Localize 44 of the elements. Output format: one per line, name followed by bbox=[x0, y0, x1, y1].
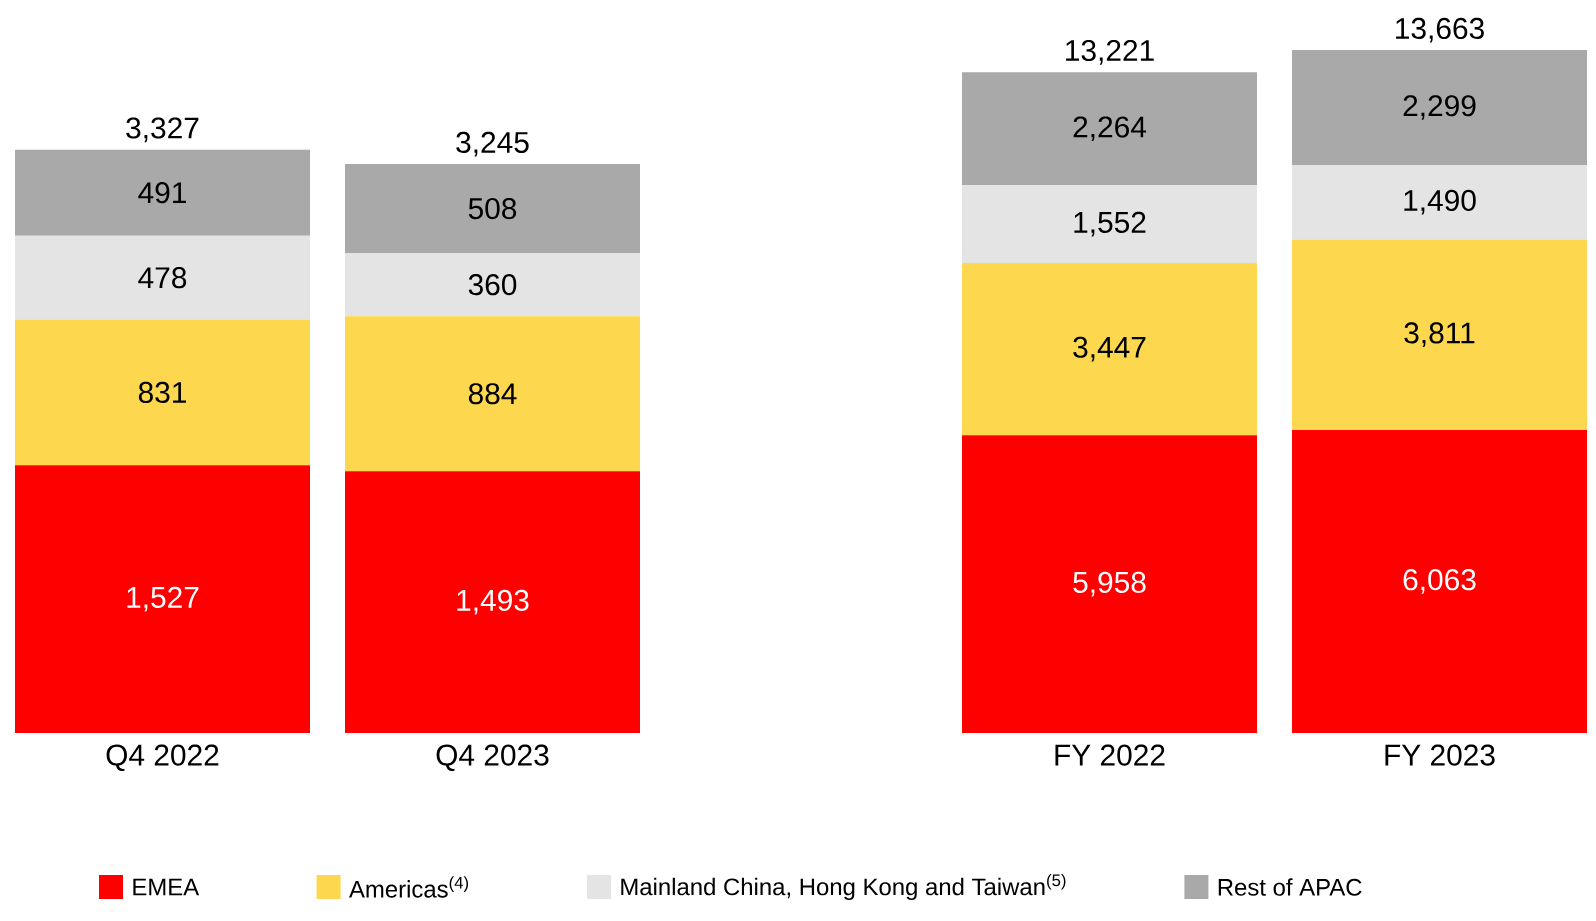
data-label: 360 bbox=[468, 274, 517, 296]
bar bbox=[1292, 429, 1588, 733]
legend-label: Mainland China, Hong Kong and Taiwan$^{(5)}$ bbox=[621, 873, 1066, 901]
data-label: 2,299 bbox=[1403, 95, 1476, 120]
bar bbox=[1292, 239, 1588, 430]
data-label: 3,811 bbox=[1404, 322, 1475, 348]
total-label: 13,663 bbox=[1396, 17, 1484, 43]
x-tick-label: Q4 2023 bbox=[436, 744, 549, 772]
data-label: 491 bbox=[138, 182, 186, 204]
x-tick-label: FY 2023 bbox=[1385, 744, 1495, 766]
bar bbox=[962, 435, 1258, 733]
x-tick-label: FY 2022 bbox=[1055, 744, 1165, 766]
bar bbox=[1292, 50, 1588, 165]
bar bbox=[345, 253, 641, 317]
bar bbox=[962, 72, 1258, 186]
data-label: 6,063 bbox=[1403, 569, 1476, 594]
data-label: 508 bbox=[468, 197, 517, 220]
bar bbox=[345, 164, 641, 254]
total-label: 13,221 bbox=[1066, 39, 1154, 65]
data-label: 831 bbox=[138, 381, 186, 403]
bar bbox=[345, 471, 641, 733]
bar bbox=[962, 262, 1258, 436]
legend-label: Rest of APAC bbox=[1218, 878, 1362, 896]
data-label: 884 bbox=[468, 383, 517, 405]
bar bbox=[15, 149, 310, 236]
bar bbox=[15, 235, 310, 320]
total-label: 3,327 bbox=[126, 117, 199, 143]
bar bbox=[962, 185, 1258, 263]
data-label: 5,958 bbox=[1073, 571, 1146, 597]
bar bbox=[1292, 164, 1588, 240]
bar bbox=[15, 319, 310, 466]
data-label: 2,264 bbox=[1073, 116, 1147, 142]
legend-label: EMEA bbox=[133, 878, 200, 896]
total-label: 3,245 bbox=[456, 131, 529, 157]
bar bbox=[15, 465, 310, 733]
data-label: 478 bbox=[138, 267, 187, 289]
data-label: 3,447 bbox=[1073, 336, 1146, 362]
data-label: 1,552 bbox=[1074, 211, 1146, 237]
data-label: 1,493 bbox=[457, 589, 529, 615]
data-label: 1,490 bbox=[1404, 189, 1476, 215]
x-tick-label: Q4 2022 bbox=[106, 744, 219, 772]
legend-label: Americas$^{(4)}$ bbox=[349, 876, 469, 898]
bar bbox=[345, 316, 641, 472]
data-label: 1,527 bbox=[127, 586, 199, 612]
